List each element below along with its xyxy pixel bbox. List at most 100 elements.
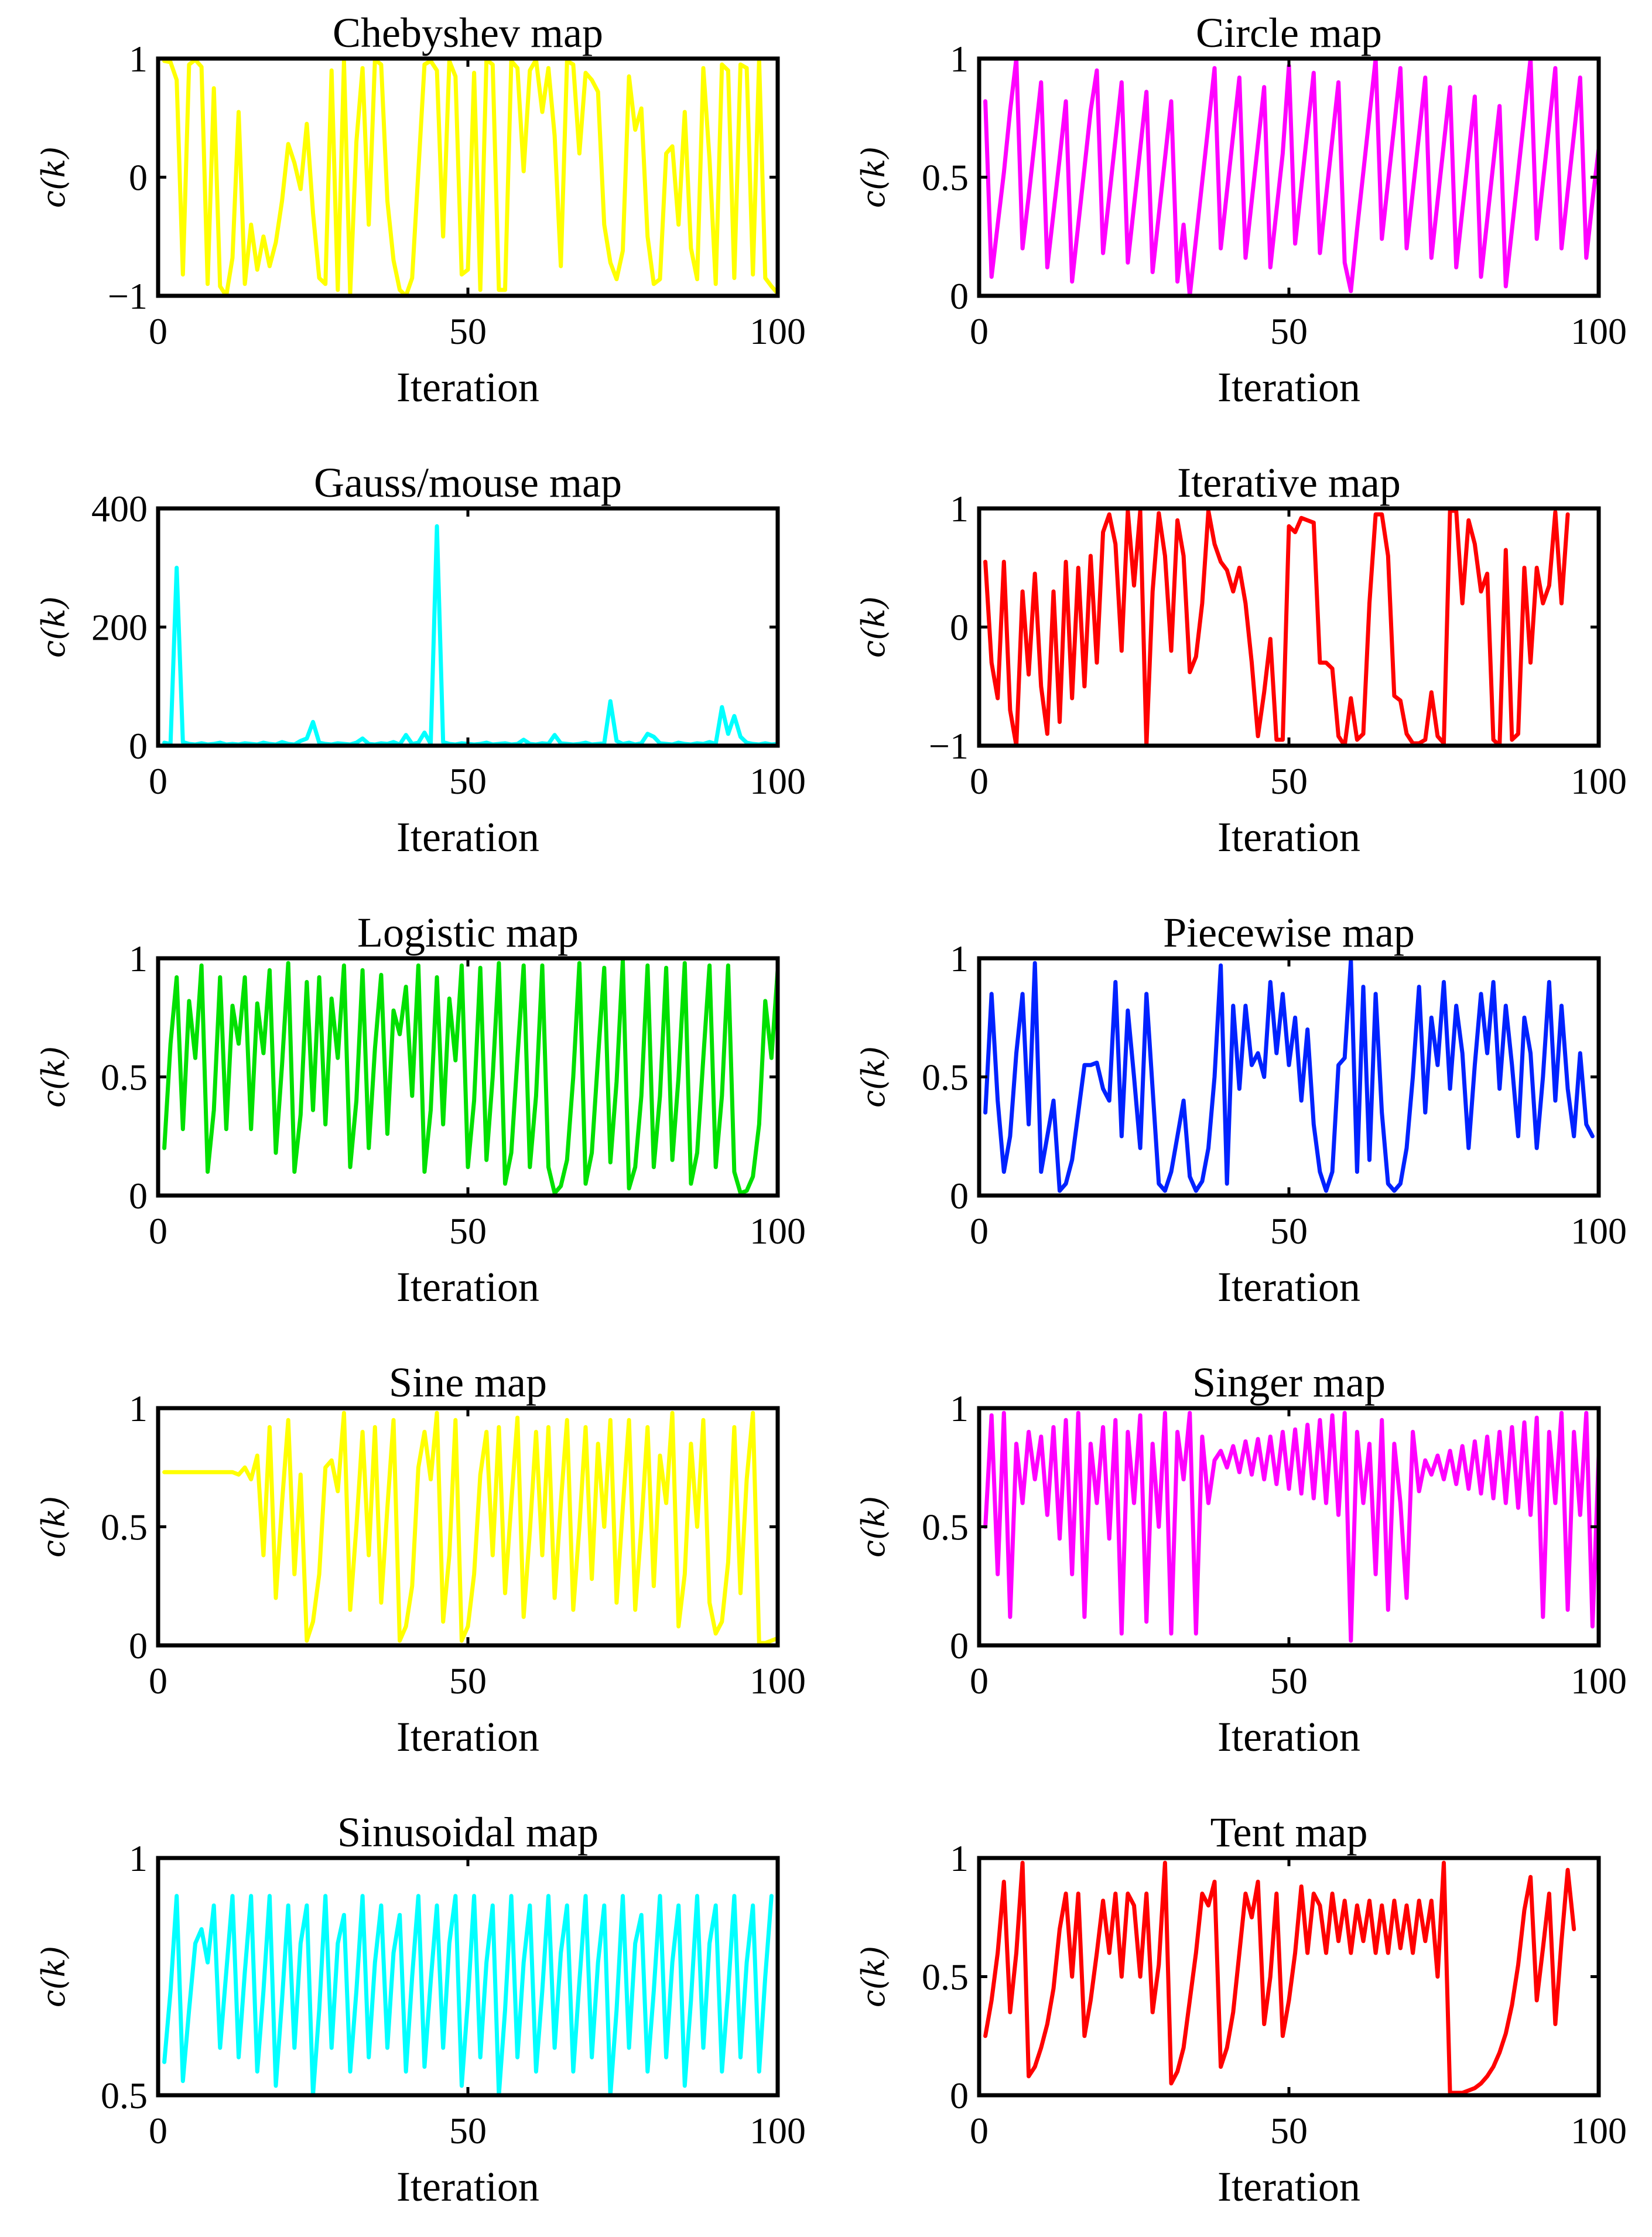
y-tick-label: 0 — [129, 1625, 148, 1666]
chart-gauss-mouse-map: 0 50 100 0 200 400 Gauss/mouse map Iteration c(k… — [35, 459, 806, 860]
x-tick-label: 100 — [750, 310, 806, 352]
y-tick-label: 1 — [129, 1838, 148, 1879]
x-tick-label: 0 — [970, 310, 989, 352]
x-tick-label: 50 — [449, 1210, 487, 1252]
y-axis-label: c(k) — [855, 1046, 892, 1108]
x-tick-label: 0 — [970, 1210, 989, 1252]
x-tick-label: 0 — [149, 2110, 167, 2151]
chart-title: Tent map — [1210, 1809, 1368, 1856]
chart-title: Sinusoidal map — [337, 1809, 598, 1856]
x-tick-label: 100 — [750, 1210, 806, 1252]
x-tick-label: 50 — [1270, 1660, 1308, 1702]
chart-title: Logistic map — [357, 909, 579, 956]
y-tick-label: 1 — [129, 1388, 148, 1429]
x-tick-label: 100 — [1571, 2110, 1627, 2151]
x-tick-label: 0 — [149, 310, 167, 352]
y-axis-label: c(k) — [35, 1496, 72, 1558]
y-tick-label: 0.5 — [922, 157, 969, 199]
chart-logistic-map: 0 50 100 0 0.5 1 Logistic map Iteration c(k) — [35, 909, 806, 1310]
series-line-gauss-mouse-map — [162, 524, 780, 747]
chart-title: Circle map — [1196, 9, 1382, 56]
x-tick-label: 50 — [1270, 1210, 1308, 1252]
chart-title: Gauss/mouse map — [314, 459, 622, 506]
y-tick-label: 0 — [129, 1175, 148, 1217]
chart-title: Piecewise map — [1163, 909, 1415, 956]
chart-sine-map: 0 50 100 0 0.5 1 Sine map Iteration c(k) — [35, 1359, 806, 1760]
x-tick-label: 100 — [1571, 310, 1627, 352]
x-tick-label: 50 — [449, 760, 487, 802]
y-tick-label: 1 — [950, 938, 969, 979]
y-tick-label: 0 — [129, 725, 148, 767]
y-tick-label: 0 — [950, 275, 969, 317]
y-axis-label: c(k) — [35, 1046, 72, 1108]
series-line-chebyshev-map — [162, 57, 780, 298]
y-axis-label: c(k) — [35, 596, 72, 658]
series-line-sine-map — [162, 1410, 780, 1645]
y-tick-label: 0 — [950, 1175, 969, 1217]
chart-title: Sine map — [389, 1359, 547, 1406]
x-axis-label: Iteration — [1217, 1713, 1360, 1760]
x-axis-label: Iteration — [1217, 364, 1360, 411]
y-axis-label: c(k) — [855, 1496, 892, 1558]
plot-frame-gauss-mouse-map — [156, 506, 780, 748]
y-tick-label: 1 — [129, 38, 148, 80]
x-tick-label: 50 — [1270, 2110, 1308, 2151]
y-tick-label: 0.5 — [922, 1956, 969, 1998]
series-line-sinusoidal-map — [162, 1894, 774, 2098]
y-tick-label: 1 — [950, 38, 969, 80]
series-line-logistic-map — [162, 958, 780, 1196]
x-axis-label: Iteration — [396, 2163, 539, 2210]
series-line-iterative-map — [983, 508, 1570, 748]
chart-title: Iterative map — [1177, 459, 1401, 506]
x-tick-label: 50 — [449, 2110, 487, 2151]
chart-sinusoidal-map: 0 50 100 0.5 1 Sinusoidal map Iteration c(k) — [35, 1809, 806, 2210]
x-tick-label: 0 — [149, 1210, 167, 1252]
y-tick-label: 0 — [950, 2075, 969, 2116]
y-axis-label: c(k) — [35, 1946, 72, 2007]
series-line-tent-map — [983, 1860, 1576, 2095]
x-axis-label: Iteration — [1217, 814, 1360, 860]
y-tick-label: 0 — [950, 1625, 969, 1666]
x-tick-label: 0 — [149, 1660, 167, 1702]
y-tick-label: −1 — [108, 275, 148, 317]
x-axis-label: Iteration — [396, 364, 539, 411]
y-tick-label: 0.5 — [101, 1507, 148, 1548]
x-axis-label: Iteration — [396, 1713, 539, 1760]
x-tick-label: 100 — [750, 1660, 806, 1702]
y-tick-label: 0.5 — [101, 2075, 148, 2116]
x-tick-label: 100 — [750, 760, 806, 802]
chart-circle-map: 0 50 100 0 0.5 1 Circle map Iteration c(k) — [855, 9, 1627, 411]
x-tick-label: 50 — [449, 1660, 487, 1702]
y-axis-label: c(k) — [35, 146, 72, 208]
y-axis-label: c(k) — [855, 596, 892, 658]
y-tick-label: −1 — [929, 725, 969, 767]
x-tick-label: 100 — [1571, 1660, 1627, 1702]
y-axis-label: c(k) — [855, 1946, 892, 2007]
series-line-piecewise-map — [983, 958, 1595, 1193]
series-line-circle-map — [983, 56, 1601, 298]
y-tick-label: 200 — [91, 607, 148, 648]
x-axis-label: Iteration — [396, 1263, 539, 1310]
series-line-singer-map — [983, 1410, 1601, 1643]
x-tick-label: 50 — [1270, 760, 1308, 802]
x-axis-label: Iteration — [396, 814, 539, 860]
y-tick-label: 0.5 — [922, 1057, 969, 1098]
y-tick-label: 1 — [950, 488, 969, 530]
y-tick-label: 0 — [129, 157, 148, 199]
x-tick-label: 0 — [970, 1660, 989, 1702]
x-tick-label: 100 — [1571, 1210, 1627, 1252]
x-axis-label: Iteration — [1217, 2163, 1360, 2210]
y-tick-label: 0 — [950, 607, 969, 648]
y-tick-label: 0.5 — [922, 1507, 969, 1548]
chart-tent-map: 0 50 100 0 0.5 1 Tent map Iteration c(k) — [855, 1809, 1627, 2210]
y-tick-label: 1 — [950, 1388, 969, 1429]
x-tick-label: 0 — [970, 2110, 989, 2151]
x-tick-label: 100 — [1571, 760, 1627, 802]
chart-singer-map: 0 50 100 0 0.5 1 Singer map Iteration c(k) — [855, 1359, 1627, 1760]
x-axis-label: Iteration — [1217, 1263, 1360, 1310]
x-tick-label: 0 — [149, 760, 167, 802]
y-tick-label: 0.5 — [101, 1057, 148, 1098]
